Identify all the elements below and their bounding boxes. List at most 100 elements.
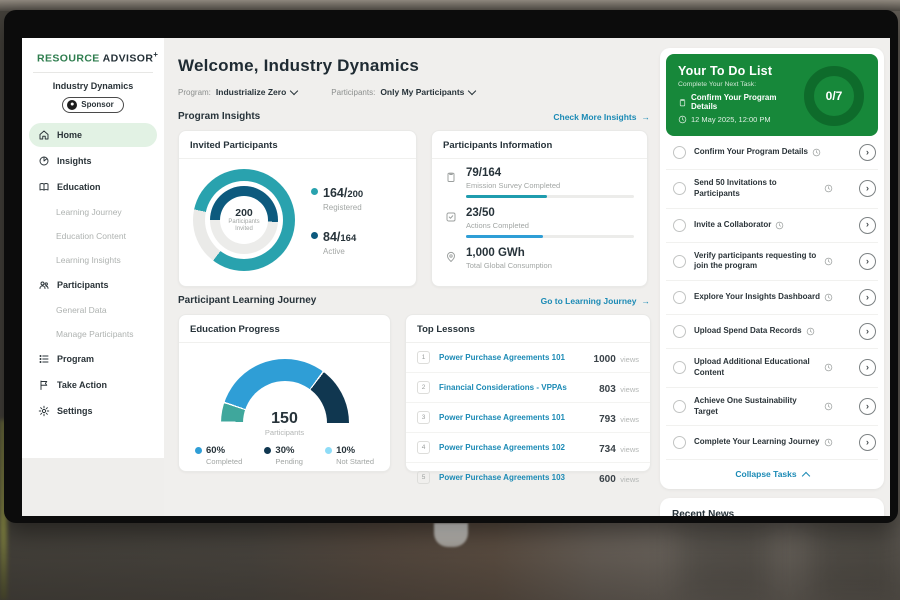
legend-percent: 10% — [336, 445, 356, 456]
todo-task-row[interactable]: Complete Your Learning Journey › — [666, 426, 878, 461]
task-open-button[interactable]: › — [859, 252, 876, 270]
task-checkbox[interactable] — [673, 291, 686, 305]
task-checkbox[interactable] — [673, 254, 686, 268]
todo-task-row[interactable]: Upload Spend Data Records › — [666, 315, 878, 350]
legend-label: Registered — [323, 203, 362, 212]
top-lessons-list: 1 Power Purchase Agreements 101 1000 views… — [406, 343, 650, 492]
task-checkbox[interactable] — [673, 182, 686, 196]
todo-task-row[interactable]: Upload Additional Educational Content › — [666, 349, 878, 388]
gauge-center-text: 150 Participants — [221, 410, 349, 437]
lesson-link[interactable]: Power Purchase Agreements 101 — [439, 413, 565, 422]
info-value: 79/164 — [466, 167, 502, 179]
program-insights-header: Program Insights Check More Insights → — [178, 111, 650, 122]
legend-dot — [311, 188, 318, 195]
sidebar-item-program[interactable]: Program — [29, 347, 157, 371]
todo-task-row[interactable]: Invite a Collaborator › — [666, 209, 878, 243]
page-title: Welcome, Industry Dynamics — [178, 56, 420, 75]
sidebar-item-learning-journey[interactable]: Learning Journey — [29, 201, 157, 223]
program-filter-label: Program: — [178, 87, 211, 97]
progress-bar — [466, 234, 634, 239]
sidebar-item-education-content[interactable]: Education Content — [29, 225, 157, 247]
app-logo: RESOURCE ADVISOR+ — [29, 46, 158, 72]
task-open-button[interactable]: › — [859, 144, 876, 161]
legend-label: Active — [323, 247, 345, 256]
todo-task-row[interactable]: Explore Your Insights Dashboard › — [666, 281, 878, 316]
task-open-button[interactable]: › — [859, 359, 876, 377]
todo-title: Your To Do List — [678, 64, 773, 78]
lesson-row: 1 Power Purchase Agreements 101 1000 views — [406, 343, 650, 373]
sidebar-item-label: Education Content — [56, 230, 126, 241]
sidebar-item-insights[interactable]: Insights — [29, 149, 157, 173]
program-filter[interactable]: Program: Industrialize Zero — [178, 86, 299, 97]
education-progress-card: Education Progress 150 Participants 60% C… — [178, 314, 391, 472]
todo-task-row[interactable]: Send 50 Invitations to Participants › — [666, 170, 878, 209]
education-icon — [38, 181, 50, 193]
lesson-rank: 2 — [417, 381, 430, 394]
sponsor-badge[interactable]: ● Sponsor — [62, 96, 124, 113]
participants-info-row: 23/50 Actions Completed — [445, 207, 634, 239]
task-label: Complete Your Learning Journey — [694, 437, 820, 447]
lesson-link[interactable]: Power Purchase Agreements 102 — [439, 443, 565, 452]
task-checkbox[interactable] — [673, 218, 686, 232]
sidebar-item-manage-participants[interactable]: Manage Participants — [29, 323, 157, 345]
clock-icon — [824, 184, 833, 193]
participants-information-title: Participants Information — [432, 131, 647, 159]
todo-task-row[interactable]: Achieve One Sustainability Target › — [666, 388, 878, 427]
sidebar-item-education[interactable]: Education — [29, 175, 157, 199]
invited-donut-body: 200 Participants Invited 164/200 Register… — [179, 159, 416, 271]
clock-icon — [824, 293, 833, 302]
participants-info-row: 79/164 Emission Survey Completed — [445, 167, 634, 199]
task-checkbox[interactable] — [673, 436, 686, 450]
task-open-button[interactable]: › — [859, 398, 876, 416]
sidebar-item-participants[interactable]: Participants — [29, 273, 157, 297]
lesson-row: 3 Power Purchase Agreements 101 793 views — [406, 403, 650, 433]
lesson-views-count: 803 — [599, 383, 616, 395]
participants-icon — [38, 279, 50, 291]
chevron-down-icon — [468, 86, 477, 95]
pin-icon — [445, 250, 457, 263]
collapse-tasks-link[interactable]: Collapse Tasks — [666, 460, 878, 487]
check-more-insights-link[interactable]: Check More Insights → — [553, 112, 650, 122]
todo-task-row[interactable]: Verify participants requesting to join t… — [666, 243, 878, 282]
invited-total: 200 — [235, 206, 253, 219]
go-to-learning-journey-link[interactable]: Go to Learning Journey → — [541, 296, 650, 306]
sidebar-item-take-action[interactable]: Take Action — [29, 373, 157, 397]
clock-icon — [824, 257, 833, 266]
arrow-right-icon: → — [641, 295, 651, 306]
sidebar-item-learning-insights[interactable]: Learning Insights — [29, 249, 157, 271]
task-open-button[interactable]: › — [859, 216, 876, 234]
education-legend-item: 10% Not Started — [325, 445, 374, 466]
education-legend: 60% Completed 30% Pending 10% Not Started — [179, 423, 390, 466]
filter-bar: Program: Industrialize Zero Participants… — [178, 86, 652, 97]
clock-icon — [824, 438, 833, 447]
chevron-down-icon — [290, 86, 299, 95]
task-checkbox[interactable] — [673, 146, 686, 159]
lesson-views-count: 600 — [599, 473, 616, 485]
legend-dot — [195, 447, 202, 454]
invited-donut-chart: 200 Participants Invited — [193, 169, 295, 271]
sidebar-item-settings[interactable]: Settings — [29, 399, 157, 423]
lesson-link[interactable]: Power Purchase Agreements 103 — [439, 473, 565, 482]
room-background-top — [0, 0, 900, 11]
task-checkbox[interactable] — [673, 400, 686, 414]
lesson-rank: 5 — [417, 471, 430, 484]
sidebar-item-general-data[interactable]: General Data — [29, 299, 157, 321]
task-open-button[interactable]: › — [859, 180, 876, 198]
lesson-link[interactable]: Power Purchase Agreements 101 — [439, 353, 565, 362]
sidebar-item-home[interactable]: Home — [29, 122, 157, 147]
task-open-button[interactable]: › — [859, 289, 876, 307]
task-open-button[interactable]: › — [859, 434, 876, 452]
task-open-button[interactable]: › — [859, 323, 876, 341]
monitor-stand — [434, 523, 468, 547]
task-checkbox[interactable] — [673, 325, 686, 339]
task-checkbox[interactable] — [673, 361, 686, 375]
info-label: Actions Completed — [466, 220, 529, 230]
lesson-link[interactable]: Financial Considerations - VPPAs — [439, 383, 567, 392]
education-legend-item: 60% Completed — [195, 445, 242, 466]
collapse-tasks-label: Collapse Tasks — [735, 469, 797, 480]
lesson-views-count: 734 — [599, 443, 616, 455]
participants-filter[interactable]: Participants: Only My Participants — [331, 86, 477, 97]
clock-icon — [824, 402, 833, 411]
legend-value: 164/ — [323, 186, 348, 200]
todo-task-row[interactable]: Confirm Your Program Details › — [666, 136, 878, 170]
